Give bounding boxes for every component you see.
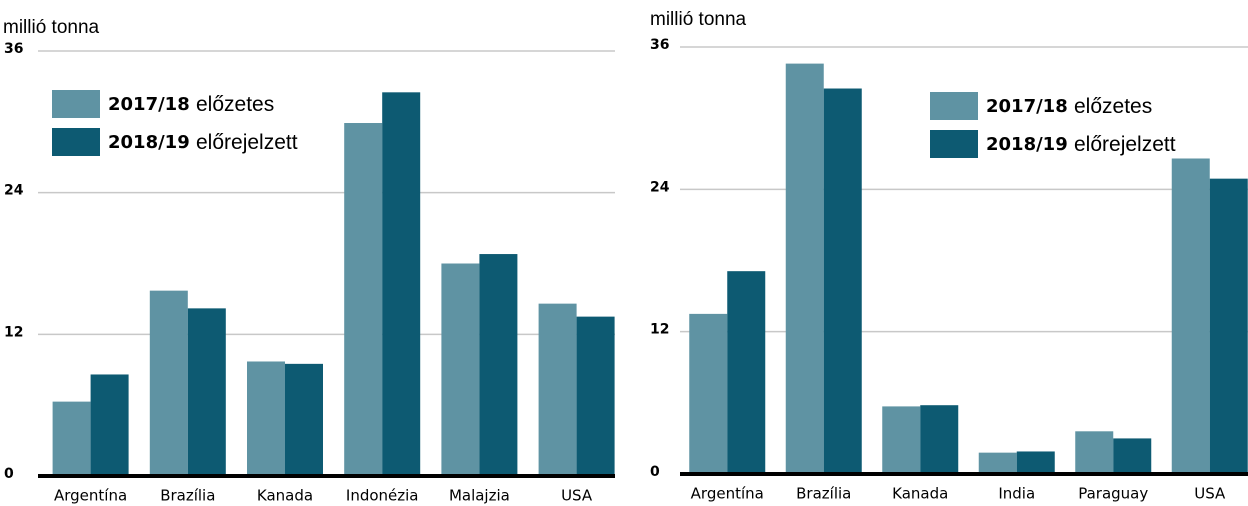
x-tick-label: Kanada	[257, 487, 313, 505]
bar	[785, 63, 824, 474]
y-tick-label: 24	[4, 183, 24, 199]
legend-swatch	[52, 90, 100, 118]
bar	[149, 290, 188, 476]
legend-swatch	[52, 128, 100, 156]
legend-label: 2017/18 előzetes	[986, 95, 1152, 118]
bar	[538, 303, 577, 476]
y-axis-label: millió tonna	[650, 9, 747, 30]
bar	[344, 123, 383, 476]
bar	[285, 363, 323, 476]
x-tick-label: Kanada	[892, 485, 948, 503]
x-tick-label: India	[998, 485, 1035, 503]
x-tick-label: Brazília	[160, 487, 215, 505]
y-tick-label: 24	[650, 179, 670, 195]
x-tick-label: Malajzia	[449, 487, 510, 505]
x-tick-label: Argentína	[691, 485, 764, 503]
x-tick-label: USA	[561, 487, 593, 505]
x-tick-label: Paraguay	[1078, 485, 1148, 503]
y-tick-label: 0	[650, 464, 660, 480]
y-tick-label: 0	[4, 466, 14, 482]
bar	[187, 308, 226, 476]
legend-label: 2017/18 előzetes	[108, 93, 274, 116]
x-tick-label: Indonézia	[346, 487, 419, 505]
x-tick-label: Argentína	[54, 487, 127, 505]
y-tick-label: 36	[4, 41, 23, 57]
bar	[382, 92, 421, 476]
legend-label: 2018/19 előrejelzett	[108, 131, 298, 154]
bar	[1075, 431, 1114, 474]
bar	[479, 254, 518, 476]
bar	[576, 316, 615, 476]
bar	[978, 452, 1017, 474]
bar	[882, 406, 921, 474]
bar	[52, 401, 91, 476]
y-tick-label: 12	[4, 324, 23, 340]
x-tick-label: Brazília	[796, 485, 851, 503]
bar	[247, 361, 285, 476]
bar	[920, 405, 959, 474]
y-tick-label: 36	[650, 37, 669, 53]
bar	[441, 263, 480, 476]
legend-swatch	[930, 130, 978, 158]
legend-swatch	[930, 92, 978, 120]
bar	[1016, 451, 1055, 474]
bar	[689, 313, 728, 474]
bar	[1113, 438, 1152, 474]
y-axis-label: millió tonna	[3, 17, 100, 38]
legend-label: 2018/19 előrejelzett	[986, 133, 1176, 156]
bar	[823, 88, 862, 474]
bar	[727, 271, 766, 474]
y-tick-label: 12	[650, 322, 669, 338]
bar	[1209, 178, 1248, 475]
x-tick-label: USA	[1194, 485, 1226, 503]
bar	[1171, 158, 1210, 474]
bar	[90, 374, 129, 476]
